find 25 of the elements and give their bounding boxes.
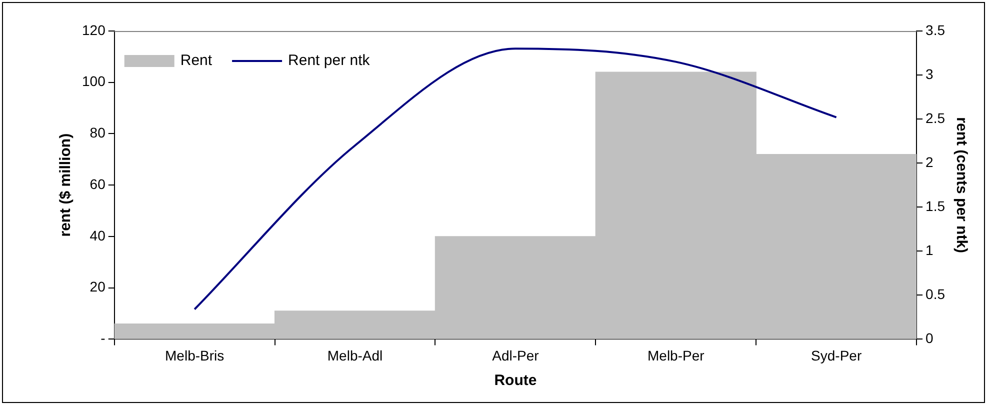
y2-tick-label: 2.5 [926,110,946,126]
y-tick-label: 120 [82,22,106,38]
y-tick-label: - [100,330,106,346]
x-tick-label: Syd-Per [811,347,862,364]
y2-tick-label: 0.5 [926,286,946,302]
y-tick-label: 20 [90,278,106,295]
y-tick-label: 60 [90,176,106,192]
y2-tick-label: 1 [926,242,934,258]
x-axis-title: Route [494,372,537,390]
y-axis-title: rent ($ million) [57,133,74,237]
y2-tick-label: 0 [926,330,934,346]
legend-label: Rent [180,52,213,70]
y2-tick-label: 3 [926,66,934,82]
x-tick-label: Adl-Per [492,347,540,364]
x-tick-label: Melb-Bris [165,347,224,364]
y2-tick-label: 2 [926,154,934,170]
x-tick-label: Melb-Adl [327,347,383,364]
legend-label: Rent per ntk [288,52,370,70]
y-tick-label: 100 [82,73,106,90]
y2-axis-title: rent (cents per ntk) [952,117,970,254]
y2-tick-label: 3.5 [926,22,946,38]
y-tick-label: 80 [90,124,106,141]
y2-tick-label: 1.5 [926,198,946,214]
y-tick-label: 40 [90,227,106,244]
x-tick-label: Melb-Per [647,347,705,364]
